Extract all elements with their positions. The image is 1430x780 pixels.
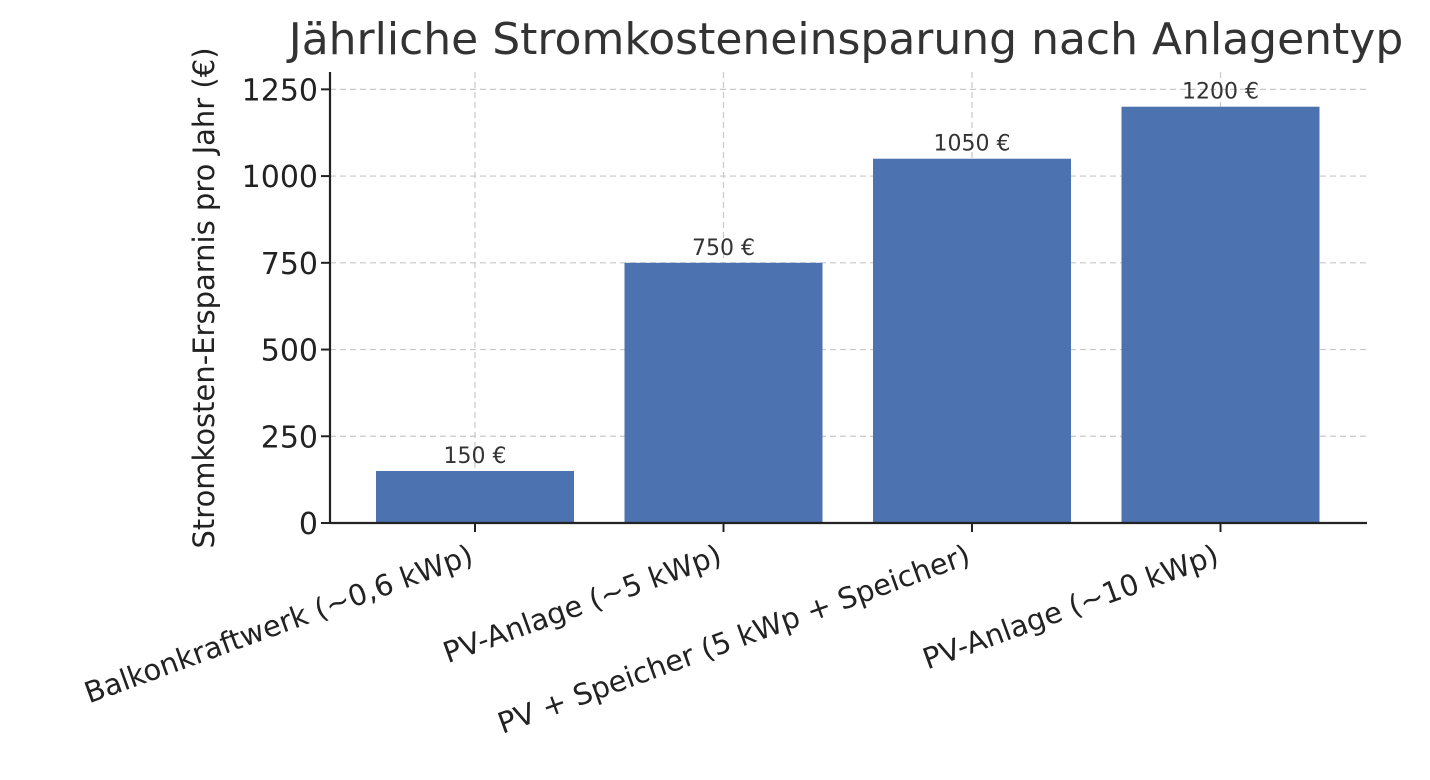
bar — [376, 470, 574, 523]
data-label: 750 € — [692, 236, 755, 261]
axes — [321, 72, 1367, 532]
y-tick-label: 750 — [261, 247, 318, 282]
data-label: 150 € — [444, 444, 507, 469]
x-tick-label: Balkonkraftwerk (~0,6 kWp) — [80, 538, 478, 710]
y-tick-label: 1250 — [242, 73, 318, 108]
bar — [624, 262, 823, 523]
bar — [873, 158, 1071, 523]
y-tick-label: 250 — [261, 420, 318, 455]
data-label: 1050 € — [934, 132, 1011, 157]
y-axis-label: Stromkosten-Ersparnis pro Jahr (€) — [187, 47, 221, 548]
data-label: 1200 € — [1182, 80, 1259, 105]
y-tick-label: 0 — [299, 507, 318, 542]
y-tick-label: 500 — [261, 334, 318, 369]
bars — [376, 106, 1320, 523]
y-tick-label: 1000 — [242, 160, 318, 195]
bar — [1121, 106, 1320, 523]
x-tick-label: PV + Speicher (5 kWp + Speicher) — [493, 538, 974, 741]
chart-title: Jährliche Stromkosteneinsparung nach Anl… — [286, 14, 1404, 65]
